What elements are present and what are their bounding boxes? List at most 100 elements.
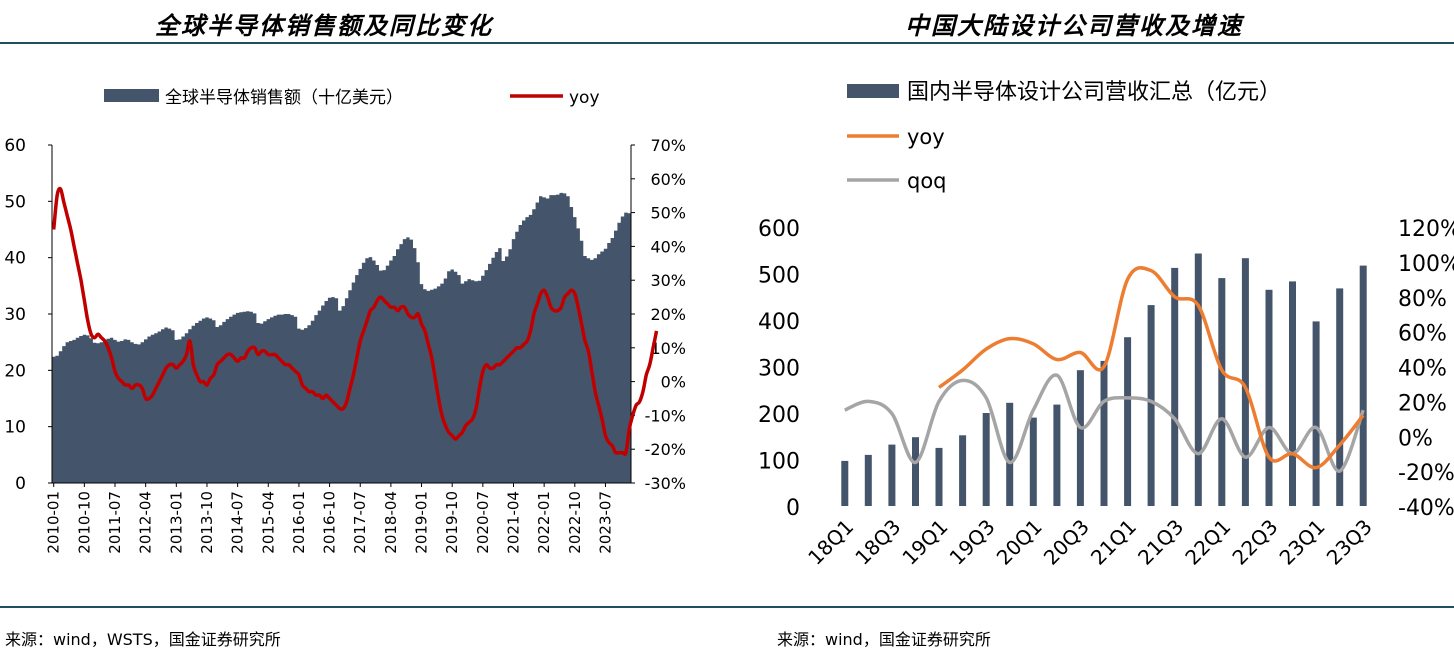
x-tick-label: 2013-10 xyxy=(198,491,216,554)
qoq-line xyxy=(844,373,1365,473)
revenue-bar xyxy=(1053,404,1061,506)
revenue-bar xyxy=(912,437,919,506)
x-tick-label: 2010-01 xyxy=(45,491,63,554)
x-tick-label: 20Q1 xyxy=(992,515,1047,570)
legend-swatch-revenue xyxy=(847,84,899,98)
revenue-bar xyxy=(1124,337,1132,506)
left-y-tick-label: 300 xyxy=(758,357,800,382)
x-tick-label: 22Q1 xyxy=(1180,515,1235,570)
footer-rule xyxy=(0,606,1454,608)
legend-label-yoy: yoy xyxy=(907,125,945,149)
left-y-tick-label: 40 xyxy=(4,249,26,269)
legend-label-yoy: yoy xyxy=(569,88,600,108)
revenue-bar xyxy=(1241,258,1249,506)
x-tick-label: 2012-04 xyxy=(137,491,155,554)
x-tick-label: 23Q1 xyxy=(1275,515,1330,570)
x-tick-label: 21Q1 xyxy=(1086,515,1141,570)
yoy-line xyxy=(937,266,1365,470)
sales-area xyxy=(52,192,631,483)
right-y-tick-label: 80% xyxy=(1398,287,1447,312)
left-source-note: 来源：wind，WSTS，国金证券研究所 xyxy=(5,630,281,649)
x-tick-label: 21Q3 xyxy=(1133,515,1188,570)
left-y-tick-label: 100 xyxy=(758,450,800,475)
x-tick-label: 2022-01 xyxy=(535,491,553,554)
x-tick-label: 2013-01 xyxy=(167,491,185,554)
revenue-bar xyxy=(1006,402,1014,506)
x-tick-label: 19Q1 xyxy=(897,515,952,570)
right-y-tick-label: 40% xyxy=(650,237,686,256)
x-tick-label: 2014-07 xyxy=(229,491,247,554)
right-y-tick-label: 120% xyxy=(1398,217,1454,242)
right-chart: 600 500 400 300 200 100 0 120% 100% 80% 60% 40% 20% 0… xyxy=(758,80,1454,570)
revenue-bar xyxy=(1218,278,1226,506)
x-tick-label: 2015-04 xyxy=(259,491,277,554)
revenue-bar xyxy=(935,447,943,506)
right-y-tick-label: 20% xyxy=(1398,391,1447,416)
right-y-tick-label: 60% xyxy=(1398,322,1447,347)
right-y-tick-label: -20% xyxy=(645,440,686,459)
left-y-tick-label: 30 xyxy=(4,305,26,325)
right-y-tick-label: 100% xyxy=(1398,252,1454,277)
revenue-bar xyxy=(1029,417,1037,506)
right-y-tick-label: 0% xyxy=(1398,426,1433,451)
right-y-tick-label: 20% xyxy=(650,305,686,324)
left-y-tick-label: 60 xyxy=(4,136,26,156)
x-tick-label: 2021-04 xyxy=(504,491,522,554)
x-tick-label: 2018-04 xyxy=(382,491,400,554)
right-source-note: 来源：wind，国金证券研究所 xyxy=(777,630,991,649)
x-tick-label: 22Q3 xyxy=(1227,515,1282,570)
x-tick-label: 2010-10 xyxy=(75,491,93,554)
x-tick-label: 2019-10 xyxy=(443,491,461,554)
x-tick-label: 20Q3 xyxy=(1039,515,1094,570)
right-y-tick-label: 10% xyxy=(650,339,686,358)
revenue-bar xyxy=(1312,321,1320,506)
revenue-bar xyxy=(841,460,849,506)
left-y-tick-label: 400 xyxy=(758,310,800,335)
x-tick-label: 2022-10 xyxy=(566,491,584,554)
yoy-line xyxy=(51,186,659,457)
left-y-tick-label: 200 xyxy=(758,403,800,428)
legend-label-qoq: qoq xyxy=(907,169,947,193)
revenue-bar xyxy=(1100,360,1108,506)
legend-label-sales: 全球半导体销售额（十亿美元） xyxy=(165,88,403,108)
revenue-bar xyxy=(1359,265,1367,506)
x-tick-label: 23Q3 xyxy=(1322,515,1377,570)
right-y-tick-label: -40% xyxy=(1398,496,1454,521)
right-y-tick-label: 40% xyxy=(1398,357,1447,382)
right-y-tick-label: 50% xyxy=(650,204,686,223)
right-y-tick-label: 60% xyxy=(650,170,686,189)
x-tick-label: 2019-01 xyxy=(413,491,431,554)
right-y-tick-label: -30% xyxy=(645,474,686,493)
x-tick-label: 2023-07 xyxy=(596,491,614,554)
revenue-bar xyxy=(888,444,896,506)
right-y-tick-label: -10% xyxy=(645,406,686,425)
right-y-tick-label: -20% xyxy=(1398,461,1454,486)
x-tick-label: 2016-01 xyxy=(290,491,308,554)
legend-label-revenue: 国内半导体设计公司营收汇总（亿元） xyxy=(907,80,1281,105)
left-y-tick-label: 20 xyxy=(4,361,26,381)
x-tick-label: 18Q3 xyxy=(850,515,905,570)
left-y-tick-label: 10 xyxy=(4,418,26,438)
revenue-bar xyxy=(1147,305,1155,506)
x-tick-label: 2017-07 xyxy=(351,491,369,554)
revenue-bar xyxy=(1076,370,1084,506)
x-tick-label: 18Q1 xyxy=(803,515,858,570)
header-rule xyxy=(0,42,1454,44)
revenue-bar xyxy=(1265,289,1273,506)
revenue-bar xyxy=(982,413,990,506)
left-y-tick-label: 0 xyxy=(786,496,800,521)
revenue-bar xyxy=(1336,288,1344,506)
revenue-bar xyxy=(1194,253,1202,506)
x-tick-label: 2016-10 xyxy=(321,491,339,554)
x-tick-label: 2020-07 xyxy=(474,491,492,554)
x-tick-label: 19Q3 xyxy=(945,515,1000,570)
revenue-bar xyxy=(1289,281,1296,506)
right-y-tick-label: 70% xyxy=(650,136,686,155)
left-y-tick-label: 600 xyxy=(758,217,800,242)
revenue-bar xyxy=(1171,267,1179,506)
right-y-tick-label: 30% xyxy=(650,271,686,290)
revenue-bar xyxy=(864,454,872,506)
legend-swatch-sales xyxy=(104,89,159,102)
left-y-tick-label: 500 xyxy=(758,264,800,289)
left-y-tick-label: 0 xyxy=(15,474,26,494)
